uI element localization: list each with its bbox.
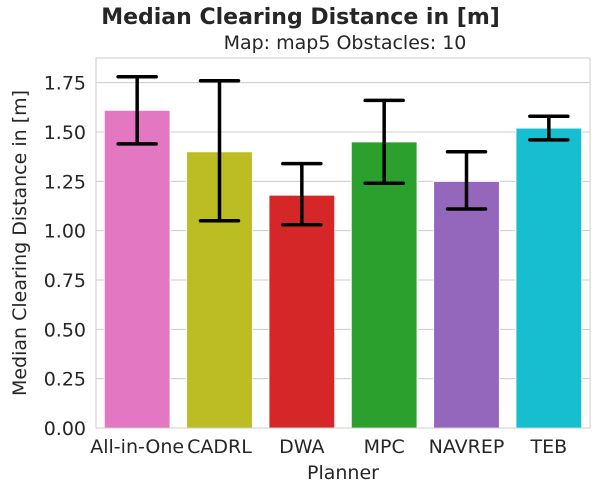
y-tick-label: 1.75: [44, 73, 86, 95]
bar: [103, 109, 171, 429]
y-tick-label: 0.00: [44, 418, 86, 440]
error-bars: [116, 74, 570, 227]
chart-subtitle: Map: map5 Obstacles: 10: [223, 32, 467, 54]
y-tick-label: 1.25: [44, 171, 86, 193]
y-axis-label: Median Clearing Distance in [m]: [9, 90, 31, 396]
x-tick-label: All-in-One: [90, 436, 184, 458]
bars: [103, 109, 583, 429]
plot-frame: [95, 57, 591, 429]
x-axis-label: Planner: [307, 462, 379, 484]
bar: [433, 180, 500, 429]
x-tick-label: MPC: [364, 436, 405, 458]
y-tick-label: 0.25: [44, 369, 86, 391]
x-tick-label: TEB: [530, 436, 568, 458]
y-tick-label: 1.50: [44, 122, 86, 144]
x-tick-label: CADRL: [187, 436, 252, 458]
bar: [350, 141, 418, 429]
x-tick-labels: All-in-One CADRL DWA MPC NAVREP TEB: [90, 436, 567, 458]
bar: [268, 194, 336, 429]
y-tick-labels: 0.00 0.25 0.50 0.75 1.00 1.25 1.50 1.75: [44, 73, 86, 440]
x-tick-label: NAVREP: [429, 436, 505, 458]
y-tick-label: 1.00: [44, 221, 86, 243]
chart-title: Median Clearing Distance in [m]: [101, 5, 500, 30]
y-tick-label: 0.75: [44, 270, 86, 292]
x-tick-label: DWA: [279, 436, 324, 458]
bar: [515, 127, 583, 429]
y-tick-label: 0.50: [44, 319, 86, 341]
